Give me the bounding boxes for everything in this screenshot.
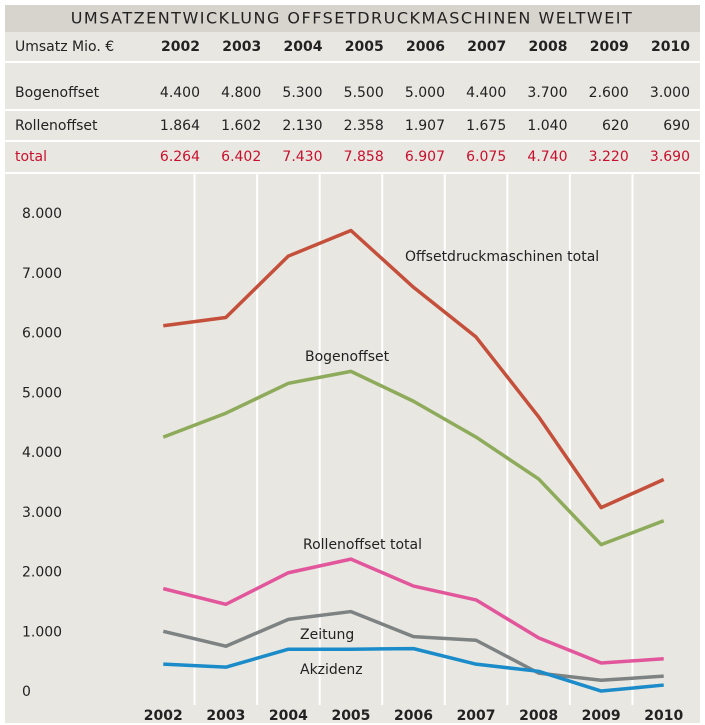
table-cell: 620 xyxy=(602,118,629,134)
title-bar xyxy=(5,5,700,32)
line-series xyxy=(163,646,664,693)
table-cell: 1.675 xyxy=(466,118,506,134)
series-label: Zeitung xyxy=(300,627,354,643)
table-cell: 3.000 xyxy=(650,85,690,101)
series-label: Akzidenz xyxy=(300,662,363,678)
table-cell: 1.602 xyxy=(221,118,261,134)
table-cell: 3.700 xyxy=(527,85,567,101)
series-label: Bogenoffset xyxy=(305,349,390,365)
x-tick-label: 2007 xyxy=(457,708,496,724)
table-header: 2010 xyxy=(651,39,690,55)
y-tick-label: 1.000 xyxy=(22,624,62,640)
x-tick-label: 2008 xyxy=(519,708,558,724)
x-tick-label: 2006 xyxy=(394,708,433,724)
background xyxy=(5,5,700,723)
table-cell: 1.864 xyxy=(160,118,200,134)
table-cell: 3.220 xyxy=(589,149,629,165)
y-tick-label: 4.000 xyxy=(22,445,62,461)
y-tick-label: 7.000 xyxy=(22,266,62,282)
table-cell: 6.264 xyxy=(160,149,200,165)
line-series xyxy=(162,557,664,665)
table-cell: 7.858 xyxy=(344,149,384,165)
table-cell: 1.040 xyxy=(527,118,567,134)
table-cell: 6.075 xyxy=(466,149,506,165)
table-cell: 3.690 xyxy=(650,149,690,165)
table-header: 2009 xyxy=(590,39,629,55)
table-title: UMSATZENTWICKLUNG OFFSETDRUCKMASCHINEN W… xyxy=(71,9,634,28)
x-tick-label: 2004 xyxy=(269,708,308,724)
table-header: Umsatz Mio. € xyxy=(15,39,114,55)
table-cell: 4.400 xyxy=(160,85,200,101)
table-cell: 5.300 xyxy=(282,85,322,101)
line-series xyxy=(163,228,665,510)
table-cell: total xyxy=(15,149,47,165)
table-cell: 2.358 xyxy=(344,118,384,134)
table-cell: Rollenoffset xyxy=(15,118,98,134)
table-header: 2008 xyxy=(529,39,568,55)
table-header: 2007 xyxy=(467,39,506,55)
y-tick-label: 3.000 xyxy=(22,505,62,521)
series-label: Offsetdruckmaschinen total xyxy=(405,249,599,265)
x-tick-label: 2010 xyxy=(644,708,683,724)
table-cell: 4.400 xyxy=(466,85,506,101)
x-tick-label: 2003 xyxy=(206,708,245,724)
table-cell: 2.600 xyxy=(589,85,629,101)
y-tick-label: 8.000 xyxy=(22,206,62,222)
table-cell: 6.907 xyxy=(405,149,445,165)
x-tick-label: 2002 xyxy=(144,708,183,724)
table-cell: 4.740 xyxy=(527,149,567,165)
series-label: Rollenoffset total xyxy=(303,537,422,553)
table-header: 2004 xyxy=(284,39,323,55)
table-header: 2006 xyxy=(406,39,445,55)
table-cell: 6.402 xyxy=(221,149,261,165)
table-header: 2002 xyxy=(161,39,200,55)
x-tick-label: 2009 xyxy=(582,708,621,724)
table-header: 2003 xyxy=(222,39,261,55)
table-header: 2005 xyxy=(345,39,384,55)
y-tick-label: 2.000 xyxy=(22,565,62,581)
table-cell: Bogenoffset xyxy=(15,85,100,101)
y-tick-label: 5.000 xyxy=(22,385,62,401)
table-cell: 5.500 xyxy=(344,85,384,101)
table-cell: 1.907 xyxy=(405,118,445,134)
y-tick-label: 6.000 xyxy=(22,326,62,342)
table-cell: 690 xyxy=(663,118,690,134)
x-tick-label: 2005 xyxy=(331,708,370,724)
y-tick-label: 0 xyxy=(22,684,31,700)
table-cell: 5.000 xyxy=(405,85,445,101)
line-series xyxy=(162,369,665,547)
table-cell: 7.430 xyxy=(282,149,322,165)
line-series xyxy=(162,609,664,683)
table-cell: 4.800 xyxy=(221,85,261,101)
table-cell: 2.130 xyxy=(282,118,322,134)
